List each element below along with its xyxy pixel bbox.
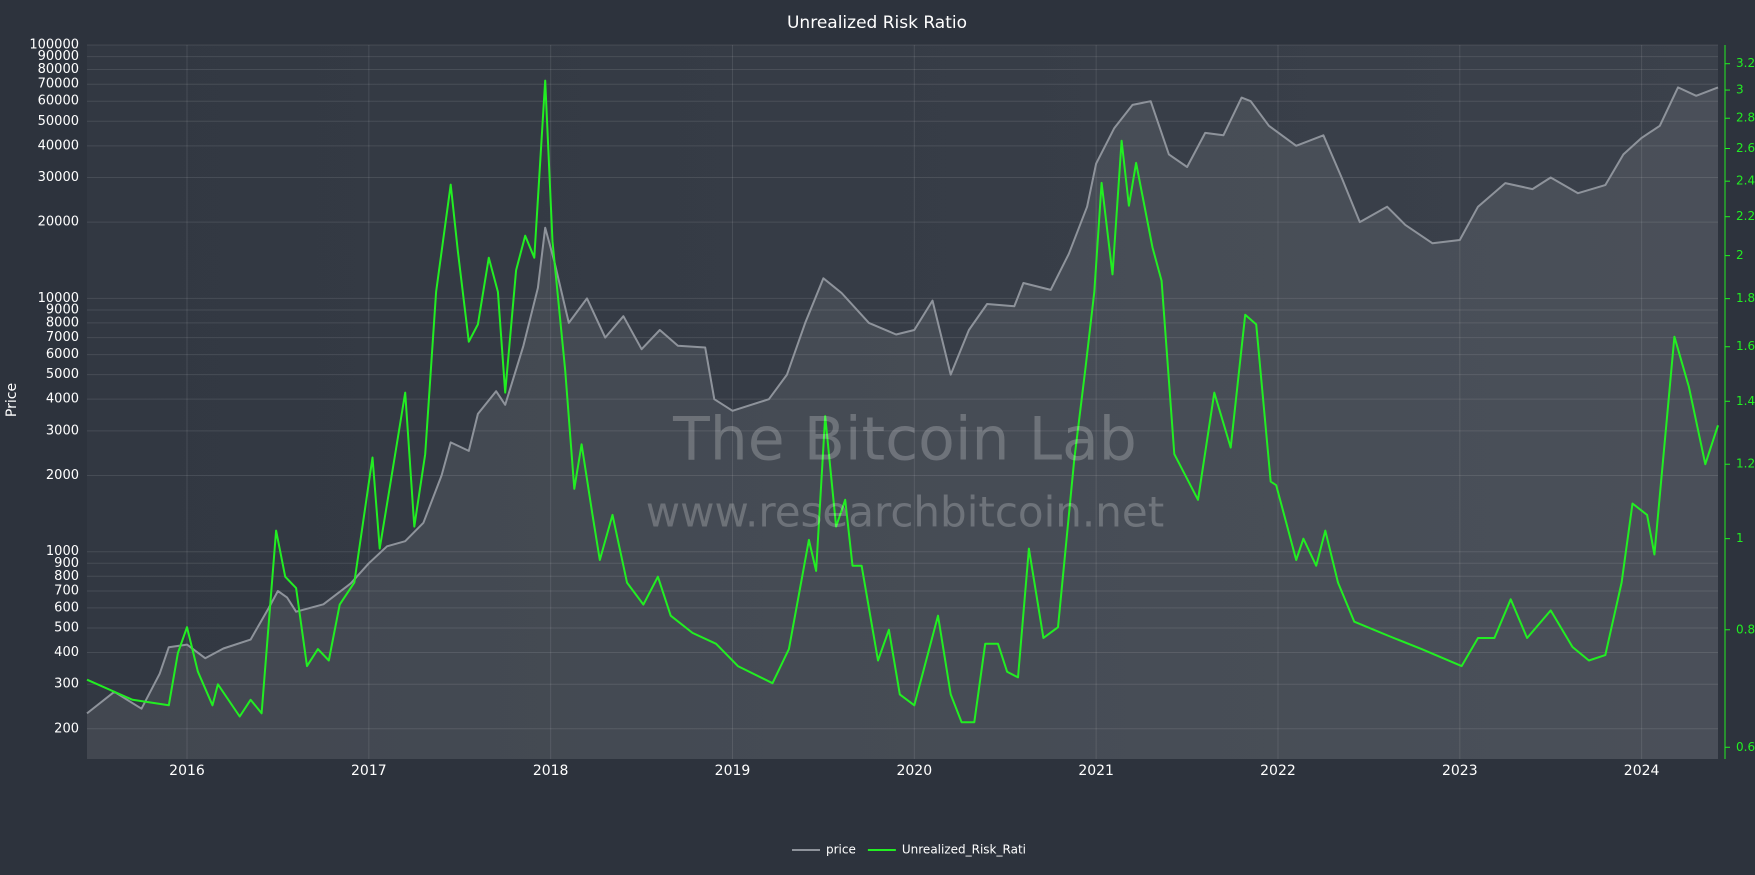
legend-label: price	[826, 843, 856, 857]
y2-tick-label: 2.6	[1736, 141, 1755, 155]
y2-tick-label: 0.8	[1736, 622, 1755, 636]
y-tick-label: 900	[54, 556, 79, 571]
y-tick-label: 6000	[46, 347, 79, 362]
y2-tick-label: 3	[1736, 83, 1744, 97]
y-tick-label: 8000	[46, 315, 79, 330]
y-tick-label: 2000	[46, 468, 79, 483]
y-tick-label: 90000	[38, 49, 79, 64]
y2-tick-label: 2.8	[1736, 111, 1755, 125]
x-tick-label: 2023	[1442, 763, 1478, 779]
y2-tick-label: 2.2	[1736, 209, 1755, 223]
price-area	[87, 87, 1718, 759]
y-tick-label: 800	[54, 569, 79, 584]
x-tick-label: 2016	[169, 763, 205, 779]
plot-background	[87, 45, 1718, 759]
series-line	[86, 79, 1719, 724]
watermark: The Bitcoin Lab	[672, 405, 1137, 475]
y-tick-label: 9000	[46, 302, 79, 317]
y-tick-label: 60000	[38, 94, 79, 109]
watermark-url: www.researchbitcoin.net	[646, 488, 1164, 537]
x-tick-label: 2019	[715, 763, 751, 779]
y2-tick-label: 1.2	[1736, 457, 1755, 471]
y2-tick-label: 3.2	[1736, 56, 1755, 70]
y-tick-label: 600	[54, 600, 79, 615]
y-tick-label: 10000	[38, 291, 79, 306]
x-tick-label: 2017	[351, 763, 387, 779]
y-axis-label: Price	[4, 383, 20, 417]
y-tick-label: 500	[54, 620, 79, 635]
y-tick-label: 30000	[38, 170, 79, 185]
y-tick-label: 3000	[46, 423, 79, 438]
y-tick-label: 50000	[38, 114, 79, 129]
chart-title: Unrealized Risk Ratio	[787, 13, 967, 33]
y-tick-label: 300	[54, 677, 79, 692]
y-tick-label: 7000	[46, 330, 79, 345]
y2-tick-label: 1.8	[1736, 291, 1755, 305]
y-tick-label: 400	[54, 645, 79, 660]
x-tick-label: 2024	[1624, 763, 1660, 779]
y-tick-label: 100000	[29, 38, 79, 53]
x-tick-label: 2022	[1260, 763, 1296, 779]
y-tick-label: 4000	[46, 392, 79, 407]
x-tick-label: 2018	[533, 763, 569, 779]
y2-tick-label: 1.6	[1736, 339, 1755, 353]
y-tick-label: 70000	[38, 77, 79, 92]
y-tick-label: 5000	[46, 367, 79, 382]
y2-tick-label: 2.4	[1736, 174, 1755, 188]
y2-tick-label: 1.4	[1736, 394, 1755, 408]
y-tick-label: 80000	[38, 62, 79, 77]
y-tick-label: 200	[54, 721, 79, 736]
y-tick-label: 40000	[38, 138, 79, 153]
series-line	[86, 86, 1719, 715]
y-tick-label: 20000	[38, 215, 79, 230]
legend-label: Unrealized_Risk_Rati	[902, 843, 1026, 857]
x-tick-label: 2021	[1078, 763, 1114, 779]
x-tick-label: 2020	[896, 763, 932, 779]
y2-tick-label: 1	[1736, 531, 1744, 545]
y2-tick-label: 0.6	[1736, 740, 1755, 754]
y2-tick-label: 2	[1736, 248, 1744, 262]
y-tick-label: 1000	[46, 544, 79, 559]
y-tick-label: 700	[54, 583, 79, 598]
